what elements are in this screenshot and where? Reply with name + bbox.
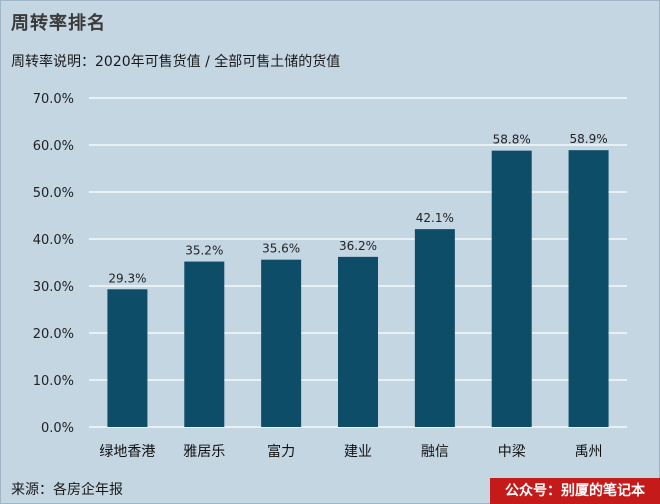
x-tick-label: 绿地香港 xyxy=(99,444,155,460)
data-label: 42.1% xyxy=(416,211,454,225)
data-label: 35.6% xyxy=(262,242,300,256)
y-tick-label: 40.0% xyxy=(33,233,74,248)
y-tick-label: 30.0% xyxy=(33,280,74,295)
data-label: 58.8% xyxy=(493,133,531,147)
data-label: 29.3% xyxy=(108,271,146,285)
bar-chart: 0.0% 10.0% 20.0% 30.0% 40.0% 50.0% 60.0% 70.0% 2… xyxy=(33,92,627,460)
y-tick-label: 50.0% xyxy=(33,186,74,201)
data-label: 58.9% xyxy=(570,132,608,146)
data-label: 35.2% xyxy=(185,244,223,258)
x-tick-label: 富力 xyxy=(267,443,295,460)
y-tick-label: 20.0% xyxy=(33,327,74,342)
x-tick-label: 融信 xyxy=(421,444,449,460)
y-tick-label: 70.0% xyxy=(33,92,74,107)
data-label: 36.2% xyxy=(339,239,377,253)
y-tick-label: 0.0% xyxy=(41,421,74,436)
bar xyxy=(568,150,609,428)
bar xyxy=(261,259,302,427)
y-tick-label: 60.0% xyxy=(33,139,74,154)
y-tick-label: 10.0% xyxy=(33,374,74,389)
wechat-badge: 公众号：别厦的笔记本 xyxy=(490,478,660,504)
page-title: 周转率排名 xyxy=(11,13,106,34)
x-tick-label: 禹州 xyxy=(575,444,603,460)
bar xyxy=(491,150,532,427)
source-note: 来源：各房企年报 xyxy=(11,482,123,498)
x-tick-label: 雅居乐 xyxy=(183,444,225,460)
bar xyxy=(414,229,455,427)
x-tick-label: 中梁 xyxy=(498,444,526,460)
bar xyxy=(338,256,378,427)
bar xyxy=(184,261,225,427)
x-tick-label: 建业 xyxy=(344,444,372,460)
bar xyxy=(107,289,148,427)
chart-subtitle: 周转率说明：2020年可售货值 / 全部可售土储的货值 xyxy=(11,54,341,70)
